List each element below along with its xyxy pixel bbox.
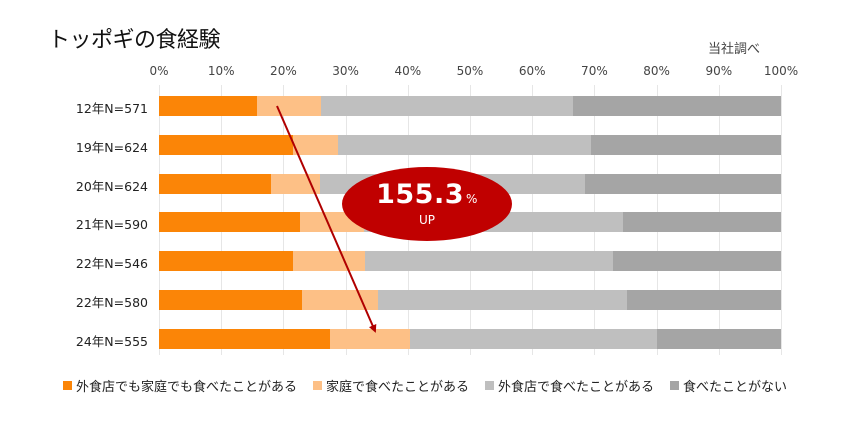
bar-segment xyxy=(320,96,574,116)
x-tick-label: 30% xyxy=(332,64,359,78)
bar-segment xyxy=(159,173,271,194)
legend-label: 外食店で食べたことがある xyxy=(498,380,655,395)
bar-segment xyxy=(338,134,592,155)
bar-segment xyxy=(302,290,378,310)
callout-unit: % xyxy=(466,192,478,206)
bar-segment xyxy=(622,212,781,233)
category-label: 19年N=624 xyxy=(75,139,148,155)
category-label: 21年N=590 xyxy=(75,217,148,233)
x-axis-tick-labels: 0% 10% 20% 30% 40% 50% 60% 70% 80% 90% 100% xyxy=(0,64,850,82)
legend-label: 食べたことがない xyxy=(683,380,788,395)
bar-segment xyxy=(591,134,781,155)
bar-segment xyxy=(270,173,321,194)
legend-item: 食べたことがない xyxy=(670,376,787,395)
bar-segment xyxy=(585,173,781,194)
legend: 外食店でも家庭でも食べたことがある 家庭で食べたことがある 外食店で食べたことがある… xyxy=(0,376,850,395)
legend-swatch-icon xyxy=(670,381,680,390)
callout-number: 155.3 xyxy=(376,179,464,210)
legend-swatch-icon xyxy=(485,381,494,390)
stacked-bar xyxy=(159,96,781,116)
x-tick-label: 50% xyxy=(456,64,484,78)
legend-item: 外食店で食べたことがある xyxy=(485,376,654,395)
x-tick-label: 0% xyxy=(149,64,169,78)
category-label: 12年N=571 xyxy=(75,101,148,116)
bar-segment xyxy=(573,96,781,116)
bar-segment xyxy=(159,328,331,349)
category-label: 24年N=555 xyxy=(75,333,148,349)
bar-segment xyxy=(292,251,365,272)
stacked-bar xyxy=(159,328,781,349)
bar-segment xyxy=(657,328,781,349)
bar-segment xyxy=(292,134,339,155)
x-tick-label: 10% xyxy=(207,64,235,78)
category-label: 20年N=624 xyxy=(75,178,148,194)
category-label: 22年N=546 xyxy=(75,256,148,272)
stacked-bar xyxy=(159,290,781,310)
stacked-bar xyxy=(159,251,781,272)
bar-segment xyxy=(364,251,614,272)
bar-segment xyxy=(159,134,293,155)
x-tick-label: 100% xyxy=(763,64,799,78)
bar-segment xyxy=(330,328,411,349)
source-note: 当社調べ xyxy=(708,42,761,57)
growth-callout-bubble: 155.3% UP xyxy=(342,167,512,241)
stacked-bar xyxy=(159,134,781,155)
legend-label: 外食店でも家庭でも食べたことがある xyxy=(75,380,297,395)
legend-swatch-icon xyxy=(62,381,72,390)
growth-callout-label: UP xyxy=(418,213,436,227)
bar-segment xyxy=(159,212,301,233)
chart-title: トッポギの食経験 xyxy=(48,28,221,53)
x-tick-label: 20% xyxy=(270,64,297,78)
legend-swatch-icon xyxy=(312,381,322,390)
legend-item: 家庭で食べたことがある xyxy=(312,376,469,395)
gridline xyxy=(781,85,782,355)
x-tick-label: 90% xyxy=(705,64,733,78)
bar-segment xyxy=(257,96,321,116)
bar-segment xyxy=(159,290,303,310)
category-label: 22年N=580 xyxy=(75,295,148,310)
growth-callout-value: 155.3% xyxy=(342,179,512,210)
x-tick-label: 40% xyxy=(394,64,422,78)
x-tick-label: 60% xyxy=(518,64,546,78)
legend-label: 家庭で食べたことがある xyxy=(325,380,469,395)
bar-segment xyxy=(377,290,627,310)
legend-item: 外食店でも家庭でも食べたことがある xyxy=(62,376,297,395)
bar-segment xyxy=(626,290,781,310)
x-tick-label: 80% xyxy=(643,64,670,78)
bar-segment xyxy=(410,328,658,349)
bar-segment xyxy=(159,251,293,272)
bar-segment xyxy=(159,96,258,116)
bar-segment xyxy=(613,251,781,272)
x-tick-label: 70% xyxy=(581,64,608,78)
